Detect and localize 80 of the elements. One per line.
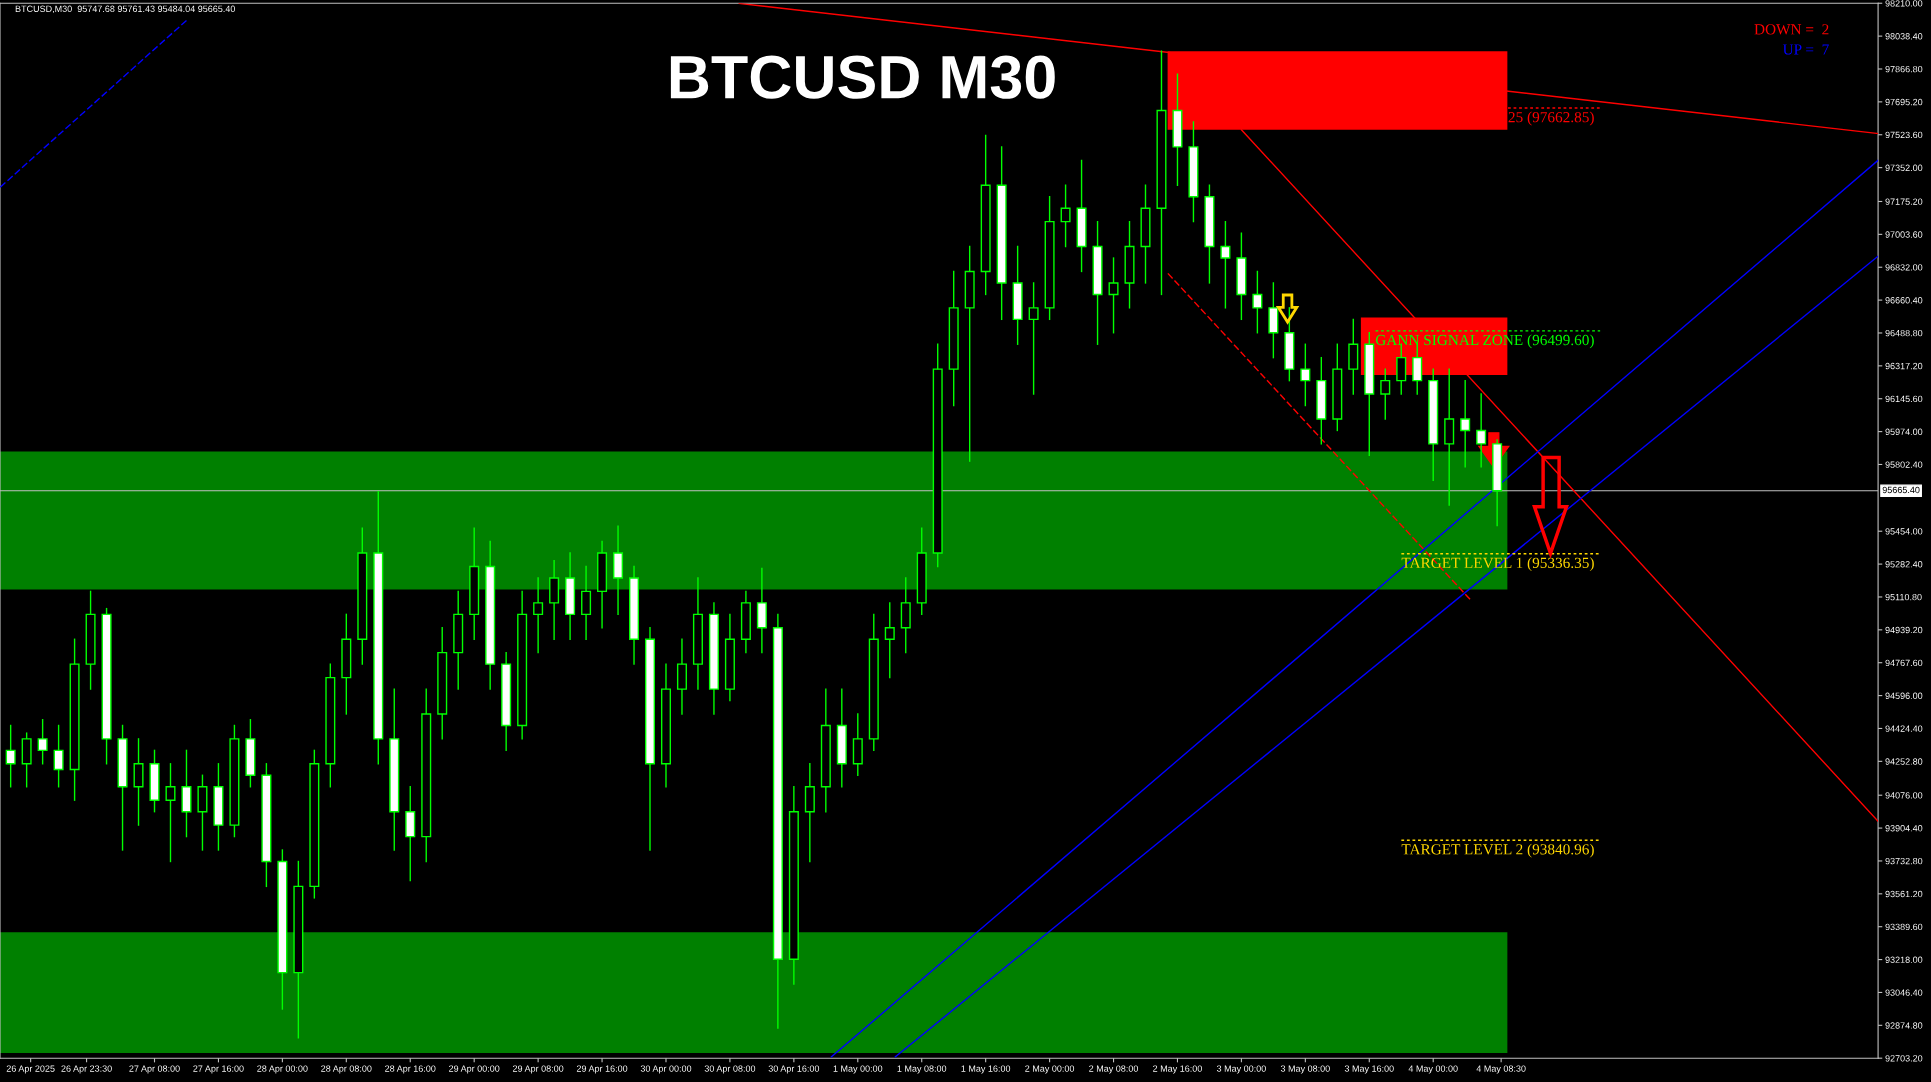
candlestick	[5, 724, 16, 788]
candlestick	[581, 565, 592, 640]
x-tick-label: 3 May 08:00	[1280, 1065, 1330, 1074]
annotation: UP = 7	[1782, 44, 1829, 55]
x-tick-label: 30 Apr 08:00	[704, 1065, 756, 1074]
y-tick-label: 93389.60	[1885, 923, 1923, 931]
y-tick-label: 93732.80	[1885, 857, 1923, 865]
x-tick-label: 30 Apr 00:00	[640, 1065, 692, 1074]
y-tick-label: 95454.00	[1885, 528, 1923, 535]
x-tick-label: 28 Apr 00:00	[257, 1065, 308, 1074]
y-tick-label: 93218.00	[1885, 956, 1923, 963]
candlestick	[53, 724, 64, 788]
y-tick-label: 94939.20	[1885, 626, 1923, 634]
y-tick-label: 96488.80	[1885, 329, 1923, 337]
candlestick	[1300, 343, 1311, 407]
x-tick-label: 3 May 00:00	[1216, 1065, 1266, 1074]
x-tick-label: 2 May 00:00	[1025, 1065, 1075, 1074]
candlestick	[37, 719, 48, 765]
x-tick-label: 26 Apr 2025	[6, 1065, 55, 1074]
candlestick	[1108, 257, 1119, 334]
candlestick	[1476, 393, 1487, 468]
y-tick-label: 95974.00	[1885, 428, 1923, 435]
annotation: BTCUSD,M30 95747.68 95761.43 95484.04 95665.40	[15, 5, 236, 14]
ref-line-label: 25 (97662.85)	[1508, 111, 1594, 126]
candlestick	[165, 763, 176, 863]
y-tick-label: 95282.40	[1885, 561, 1923, 568]
y-tick-label: 94252.80	[1885, 758, 1923, 765]
candlestick	[133, 738, 144, 826]
y-tick-label: 96660.40	[1885, 297, 1923, 304]
candlestick	[1252, 270, 1263, 334]
y-tick-label: 96832.00	[1885, 264, 1923, 271]
y-tick-label: 96145.60	[1885, 395, 1923, 403]
ref-line-label: TARGET LEVEL 2 (93840.96)	[1401, 843, 1594, 858]
y-tick-label: 98038.40	[1885, 33, 1923, 40]
x-tick-label: 4 May 00:00	[1408, 1065, 1458, 1074]
y-tick-label: 97523.60	[1885, 131, 1923, 139]
y-tick-label: 95110.80	[1885, 593, 1922, 601]
y-tick-label: 92703.20	[1885, 1055, 1923, 1062]
y-tick-label: 97866.80	[1885, 65, 1923, 73]
text: BTCUSD M30	[670, 55, 1055, 99]
candlestick	[533, 577, 544, 654]
y-tick-label: 93561.20	[1885, 890, 1923, 898]
y-tick-label: 93904.40	[1885, 825, 1923, 832]
candlestick	[1028, 282, 1039, 395]
candlestick	[1060, 184, 1071, 248]
x-tick-label: 1 May 00:00	[833, 1065, 883, 1074]
x-tick-label: 29 Apr 16:00	[576, 1065, 628, 1074]
ref-line-label: 95665.40	[1882, 486, 1920, 494]
y-tick-label: 97175.20	[1885, 198, 1923, 205]
x-tick-label: 2 May 16:00	[1153, 1065, 1202, 1074]
x-tick-label: 1 May 16:00	[961, 1065, 1011, 1074]
annotation: DOWN = 2	[1754, 24, 1829, 35]
candlestick	[1220, 220, 1231, 309]
x-tick-label: 1 May 08:00	[897, 1065, 947, 1074]
y-tick-label: 97352.00	[1885, 164, 1923, 171]
x-tick-label: 26 Apr 23:30	[61, 1065, 112, 1074]
y-tick-label: 97003.60	[1885, 231, 1923, 238]
y-tick-label: 93046.40	[1885, 989, 1923, 996]
x-tick-label: 29 Apr 08:00	[512, 1065, 564, 1074]
x-tick-label: 29 Apr 00:00	[449, 1065, 500, 1074]
y-tick-label: 97695.20	[1885, 98, 1923, 106]
y-tick-label: 96317.20	[1885, 362, 1923, 370]
x-tick-label: 27 Apr 08:00	[129, 1065, 180, 1074]
x-tick-label: 28 Apr 08:00	[321, 1065, 372, 1074]
candlestick	[884, 602, 895, 679]
y-tick-label: 94076.00	[1885, 792, 1923, 799]
candlestick	[1380, 368, 1391, 420]
y-tick-label: 98210.00	[1885, 0, 1923, 7]
x-tick-label: 3 May 16:00	[1344, 1065, 1394, 1074]
y-tick-label: 94596.00	[1885, 692, 1923, 699]
x-tick-label: 2 May 08:00	[1089, 1065, 1139, 1074]
y-tick-label: 92874.80	[1885, 1022, 1923, 1029]
y-tick-label: 94424.40	[1885, 725, 1923, 732]
x-tick-label: 4 May 08:30	[1476, 1065, 1526, 1074]
x-tick-label: 30 Apr 16:00	[768, 1065, 820, 1074]
x-tick-label: 27 Apr 16:00	[193, 1065, 244, 1074]
y-tick-label: 95802.40	[1885, 461, 1923, 468]
candlestick	[1460, 379, 1471, 468]
x-tick-label: 28 Apr 16:00	[385, 1065, 436, 1074]
y-tick-label: 94767.60	[1885, 659, 1923, 667]
